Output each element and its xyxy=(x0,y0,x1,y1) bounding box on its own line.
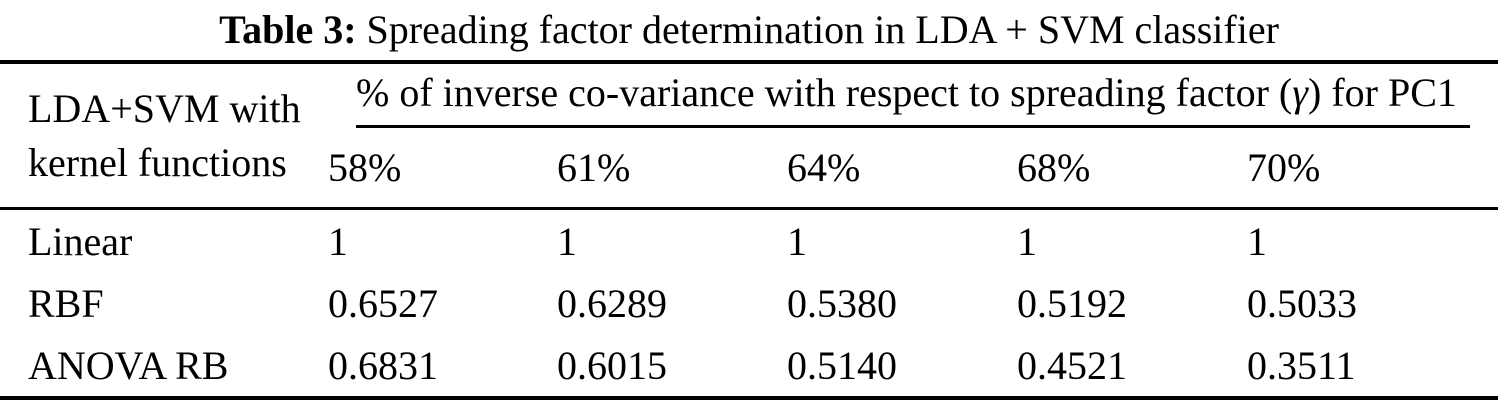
cell: 1 xyxy=(1017,218,1037,264)
table-caption-body: Spreading factor determination in LDA + … xyxy=(366,7,1279,52)
column-header-58: 58% xyxy=(300,128,529,210)
cell: 0.6527 xyxy=(328,280,438,326)
corner-header-line1: LDA+SVM with xyxy=(28,85,301,131)
column-header-70: 70% xyxy=(1219,128,1498,210)
cell: 1 xyxy=(1247,218,1267,264)
cell: 0.4521 xyxy=(1017,342,1127,388)
row-label: ANOVA RB xyxy=(28,342,229,388)
span-header-cell: % of inverse co-variance with respect to… xyxy=(300,62,1498,128)
cell: 0.6289 xyxy=(557,280,667,326)
cell: 0.6015 xyxy=(557,342,667,388)
table-row-rbf: RBF 0.6527 0.6289 0.5380 0.5192 0.5033 xyxy=(0,272,1498,334)
table-row-linear: Linear 1 1 1 1 1 xyxy=(0,209,1498,273)
header-row-span: LDA+SVM with kernel functions % of inver… xyxy=(0,62,1498,210)
span-header-prefix: % of inverse co-variance with respect to… xyxy=(356,70,1293,115)
column-header-68: 68% xyxy=(989,128,1219,210)
cell: 1 xyxy=(328,218,348,264)
spreading-factor-table: LDA+SVM with kernel functions % of inver… xyxy=(0,60,1498,400)
cell: 0.6831 xyxy=(328,342,438,388)
cell: 0.3511 xyxy=(1247,342,1356,388)
cell: 0.5033 xyxy=(1247,280,1357,326)
table-caption-label: Table 3: xyxy=(219,7,357,52)
span-header-suffix: ) for PC1 xyxy=(1308,70,1457,115)
header-row-percent: 58% 61% 64% 68% 70% xyxy=(0,128,1498,210)
cell: 1 xyxy=(787,218,807,264)
cell: 0.5140 xyxy=(787,342,897,388)
corner-header: LDA+SVM with kernel functions xyxy=(0,62,301,210)
corner-header-line2: kernel functions xyxy=(28,139,287,185)
span-header: % of inverse co-variance with respect to… xyxy=(356,64,1471,128)
row-label: Linear xyxy=(28,218,133,264)
table-row-anova-rb: ANOVA RB 0.6831 0.6015 0.5140 0.4521 0.3… xyxy=(0,334,1498,398)
cell: 0.5192 xyxy=(1017,280,1127,326)
column-header-64: 64% xyxy=(759,128,989,210)
cell: 1 xyxy=(557,218,577,264)
row-label: RBF xyxy=(28,280,104,326)
cell: 0.5380 xyxy=(787,280,897,326)
table-caption: Table 3: Spreading factor determination … xyxy=(0,4,1498,56)
gamma-symbol: γ xyxy=(1292,70,1309,115)
column-header-61: 61% xyxy=(529,128,759,210)
